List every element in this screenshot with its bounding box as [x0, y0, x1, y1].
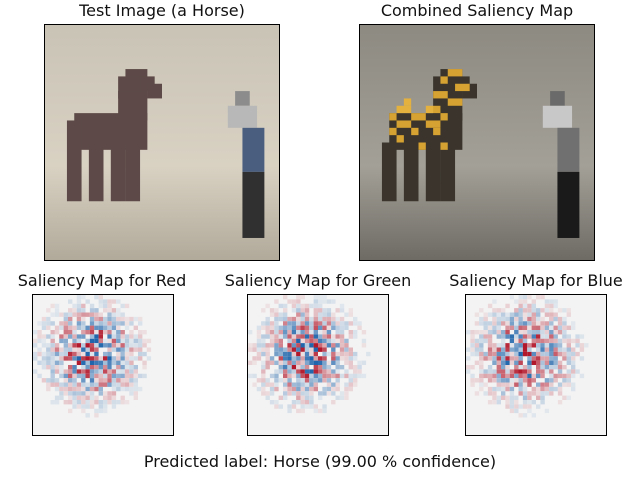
red-map-title: Saliency Map for Red	[17, 271, 187, 290]
red-saliency-map	[32, 294, 174, 436]
blue-saliency-heatmap	[466, 295, 606, 435]
green-saliency-map	[247, 294, 389, 436]
blue-map-title: Saliency Map for Blue	[449, 271, 623, 290]
combined-saliency-image	[360, 25, 594, 260]
combined-map-title: Combined Saliency Map	[380, 1, 574, 20]
green-map-title: Saliency Map for Green	[224, 271, 412, 290]
prediction-caption: Predicted label: Horse (99.00 % confiden…	[143, 452, 497, 471]
blue-saliency-map	[465, 294, 607, 436]
red-saliency-heatmap	[33, 295, 173, 435]
horse-photo	[45, 25, 279, 260]
green-saliency-heatmap	[248, 295, 388, 435]
combined-saliency-map	[359, 24, 595, 261]
test-image-title: Test Image (a Horse)	[79, 1, 245, 20]
test-image	[44, 24, 280, 261]
